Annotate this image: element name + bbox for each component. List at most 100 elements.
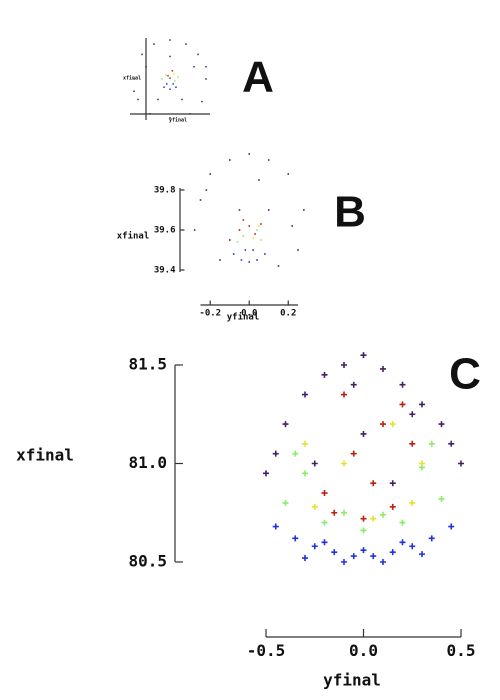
point [256, 229, 258, 231]
point [193, 229, 196, 231]
point [236, 241, 239, 243]
x-tick-label: 0.2 [280, 309, 296, 319]
y-tick-label: 80.5 [128, 552, 167, 571]
point [370, 515, 377, 522]
point [302, 391, 308, 398]
point [302, 555, 308, 562]
point [399, 519, 406, 526]
x-axis-label: yfinal [227, 312, 260, 323]
point [302, 470, 308, 477]
point [341, 362, 347, 368]
point [260, 239, 262, 241]
point [205, 78, 207, 80]
x-tick-label: 0.0 [349, 641, 378, 660]
point [380, 511, 386, 518]
point [260, 223, 262, 225]
point [165, 74, 167, 76]
y-tick-label: 39.6 [154, 226, 176, 236]
point [311, 503, 318, 510]
point [419, 460, 425, 467]
point [166, 83, 168, 85]
point [267, 159, 270, 161]
point [242, 235, 245, 237]
point [145, 65, 147, 68]
point [302, 440, 308, 447]
point [341, 559, 347, 565]
point [205, 189, 208, 191]
point [389, 549, 396, 556]
point [380, 559, 386, 565]
point [448, 523, 455, 530]
y-tick-label: 81.0 [128, 453, 167, 472]
point [228, 239, 231, 241]
point [272, 523, 279, 530]
y-tick-label: 81.5 [128, 355, 167, 374]
point [448, 440, 455, 447]
point [172, 83, 174, 85]
y-tick-label: 39.4 [154, 266, 176, 276]
point [169, 55, 171, 58]
point [252, 237, 254, 239]
point [252, 249, 254, 251]
point [209, 173, 212, 175]
point [205, 65, 207, 68]
point [438, 495, 445, 502]
point [149, 113, 151, 115]
point [389, 421, 396, 428]
point [399, 401, 406, 408]
point [458, 460, 464, 467]
point [264, 253, 266, 255]
point [321, 519, 328, 526]
point [303, 209, 305, 211]
point [291, 225, 293, 227]
point [341, 460, 347, 467]
x-axis-label: yfinal [169, 118, 187, 124]
point [137, 98, 139, 101]
point [193, 65, 195, 68]
point [419, 401, 425, 408]
point [370, 480, 377, 487]
point [248, 261, 251, 263]
point [161, 78, 163, 80]
x-axis-label: yfinal [323, 671, 381, 690]
y-axis-label: xfinal [123, 76, 141, 82]
point [321, 371, 328, 378]
point [360, 547, 367, 554]
point [341, 391, 347, 398]
point [141, 53, 143, 56]
point [350, 381, 357, 388]
point [174, 80, 176, 82]
x-tick-label: -0.2 [199, 309, 221, 319]
point [263, 470, 269, 477]
x-tick-label: 0.0 [241, 309, 257, 319]
point [311, 460, 318, 467]
point [169, 77, 171, 79]
point [360, 527, 367, 534]
point [240, 259, 243, 261]
point [267, 209, 270, 211]
point [254, 233, 256, 235]
point [311, 543, 318, 550]
y-axis-label: xfinal [16, 446, 74, 465]
point [199, 199, 202, 201]
point [360, 430, 367, 437]
point [197, 53, 199, 56]
point [350, 553, 357, 560]
point [282, 421, 289, 428]
point [321, 539, 328, 546]
point [244, 249, 247, 251]
point [389, 503, 396, 510]
point [157, 98, 159, 101]
point [185, 43, 187, 45]
panel-label: C [449, 350, 481, 399]
point [282, 499, 289, 506]
point [201, 100, 203, 103]
point [409, 499, 416, 506]
point [297, 249, 299, 251]
point [428, 535, 435, 542]
point [219, 259, 221, 261]
point [272, 450, 279, 457]
point [133, 78, 135, 80]
point [370, 553, 377, 560]
